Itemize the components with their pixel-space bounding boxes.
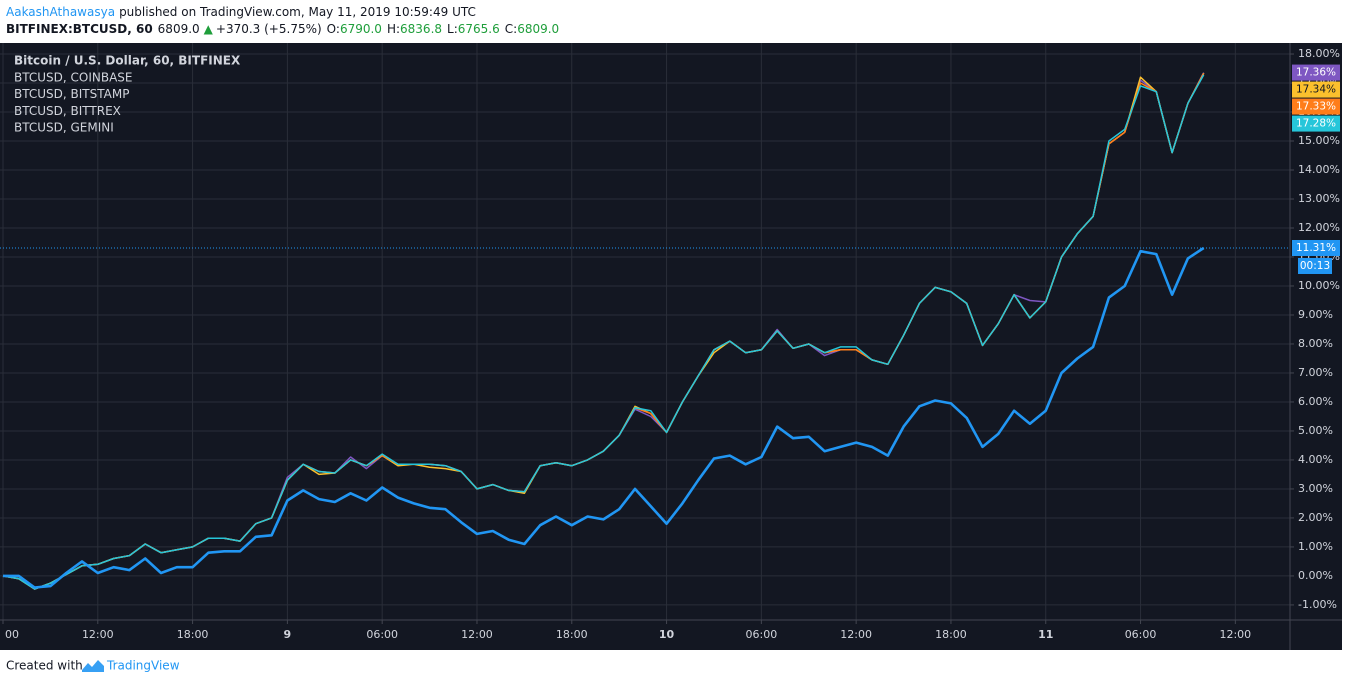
x-tick-label: 12:00	[461, 628, 493, 641]
symbol-line: BITFINEX:BTCUSD, 60 6809.0 ▲ +370.3 (+5.75%…	[6, 22, 559, 36]
y-tick-label: 9.00%	[1298, 308, 1333, 321]
y-tick-label: 13.00%	[1298, 192, 1340, 205]
y-tick-label: 1.00%	[1298, 540, 1333, 553]
x-tick-label: 18:00	[935, 628, 967, 641]
plot	[0, 72, 1290, 590]
price-label-box	[1292, 98, 1340, 115]
price-label: 11.31%	[1296, 242, 1336, 254]
price-label-box	[1292, 239, 1340, 256]
ohlc-value: 6809.0	[517, 22, 559, 36]
x-tick-label: 10	[659, 628, 675, 641]
y-tick-label: 14.00%	[1298, 163, 1340, 176]
price-label: 17.36%	[1296, 67, 1336, 79]
price-label-box	[1292, 81, 1340, 98]
y-tick-label: 15.00%	[1298, 134, 1340, 147]
legend-entry: BTCUSD, BITTREX	[14, 104, 121, 118]
ohlc-value: 6790.0	[340, 22, 382, 36]
logo-icon	[82, 660, 104, 672]
y-tick-label: 8.00%	[1298, 337, 1333, 350]
author[interactable]: AakashAthawasya	[6, 5, 115, 19]
x-tick-label: 00	[5, 628, 19, 641]
ohlc-value: 6765.6	[458, 22, 500, 36]
legend-entry: BTCUSD, GEMINI	[14, 121, 114, 135]
published: published on TradingView.com, May 11, 20…	[119, 5, 476, 19]
change: +370.3 (+5.75%)	[216, 22, 322, 36]
legend: Bitcoin / U.S. Dollar, 60, BITFINEX BTCUS…	[14, 54, 241, 135]
ohlc-label: O:	[327, 22, 340, 36]
price-label-box	[1292, 115, 1340, 132]
price-label: 17.34%	[1296, 84, 1336, 96]
price-labels: 11.31% 00:13 17.36% 17.34% 17.33% 17.28%	[1292, 64, 1340, 274]
tradingview-logo[interactable]	[82, 660, 104, 672]
footer-created: Created with	[6, 659, 83, 673]
price-label: 17.28%	[1296, 118, 1336, 130]
chart-background	[0, 43, 1342, 650]
y-tick-label: 12.00%	[1298, 221, 1340, 234]
x-tick-label: 12:00	[1219, 628, 1251, 641]
x-tick-label: 18:00	[177, 628, 209, 641]
symbol: BITFINEX:BTCUSD, 60	[6, 22, 153, 36]
x-tick-label: 11	[1038, 628, 1053, 641]
y-tick-label: 6.00%	[1298, 395, 1333, 408]
ohlc-label: L:	[447, 22, 458, 36]
arrow: ▲	[204, 22, 214, 36]
y-tick-label: 2.00%	[1298, 511, 1333, 524]
series-line	[2, 74, 1205, 590]
ohlc-label: C:	[505, 22, 517, 36]
y-tick-label: 7.00%	[1298, 366, 1333, 379]
series-line	[3, 246, 1205, 589]
price-label-box	[1292, 64, 1340, 81]
y-tick-label: -1.00%	[1298, 598, 1337, 611]
y-tick-label: 3.00%	[1298, 482, 1333, 495]
grid	[0, 43, 1290, 620]
x-tick-label: 18:00	[556, 628, 588, 641]
publish-line: AakashAthawasya published on TradingView.…	[6, 5, 476, 19]
y-tick-label: 4.00%	[1298, 453, 1333, 466]
x-tick-label: 12:00	[840, 628, 872, 641]
legend-entry: BTCUSD, COINBASE	[14, 70, 133, 84]
price-label: 17.33%	[1296, 101, 1336, 113]
x-tick-label: 12:00	[82, 628, 114, 641]
x-tick-label: 9	[284, 628, 292, 641]
y-tick-label: 18.00%	[1298, 47, 1340, 60]
x-tick-label: 06:00	[1125, 628, 1157, 641]
ohlc-label: H:	[387, 22, 400, 36]
y-tick-label: 0.00%	[1298, 569, 1333, 582]
legend-entry: Bitcoin / U.S. Dollar, 60, BITFINEX	[14, 54, 241, 68]
countdown: 00:13	[1300, 260, 1330, 272]
countdown-box	[1298, 257, 1332, 274]
ohlc-value: 6836.8	[400, 22, 442, 36]
x-tick-label: 06:00	[746, 628, 778, 641]
y-tick-label: 10.00%	[1298, 279, 1340, 292]
footer-brand[interactable]: TradingView	[106, 659, 180, 673]
legend-entry: BTCUSD, BITSTAMP	[14, 87, 129, 101]
y-tick-label: 5.00%	[1298, 424, 1333, 437]
x-tick-label: 06:00	[366, 628, 398, 641]
price: 6809.0	[158, 22, 200, 36]
